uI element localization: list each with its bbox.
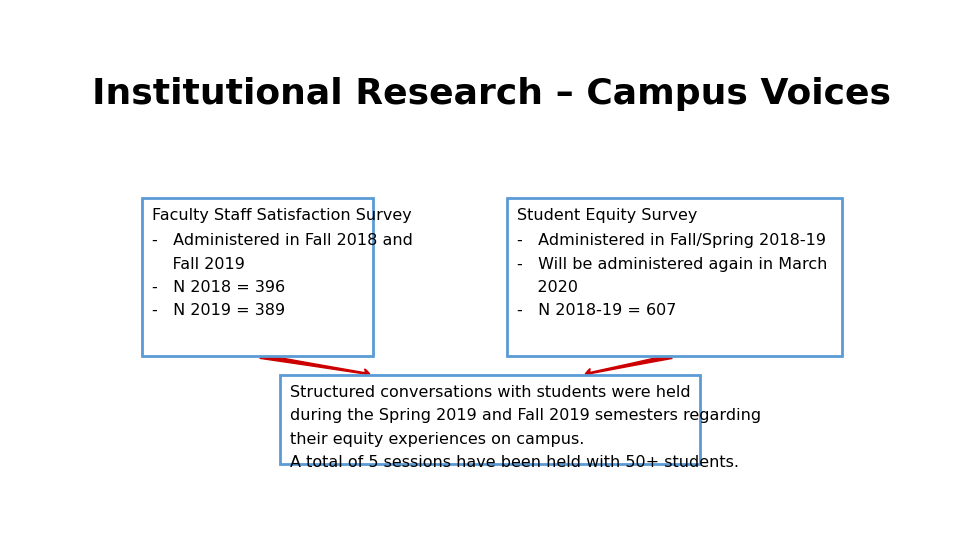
Text: -   Administered in Fall/Spring 2018-19
-   Will be administered again in March
: - Administered in Fall/Spring 2018-19 - … (516, 233, 827, 319)
FancyBboxPatch shape (142, 198, 372, 356)
FancyBboxPatch shape (507, 198, 842, 356)
Text: -   Administered in Fall 2018 and
    Fall 2019
-   N 2018 = 396
-   N 2019 = 38: - Administered in Fall 2018 and Fall 201… (152, 233, 413, 319)
Text: Institutional Research – Campus Voices: Institutional Research – Campus Voices (92, 77, 892, 111)
Text: Student Equity Survey: Student Equity Survey (516, 208, 697, 223)
Text: Structured conversations with students were held
during the Spring 2019 and Fall: Structured conversations with students w… (290, 385, 760, 470)
Text: Faculty Staff Satisfaction Survey: Faculty Staff Satisfaction Survey (152, 208, 412, 223)
FancyBboxPatch shape (280, 375, 700, 464)
